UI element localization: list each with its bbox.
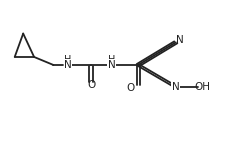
- Text: H: H: [64, 55, 72, 65]
- Text: N: N: [172, 82, 180, 92]
- Text: H: H: [108, 55, 115, 65]
- Text: N: N: [64, 60, 72, 70]
- Text: OH: OH: [195, 82, 210, 92]
- Text: O: O: [87, 80, 95, 90]
- Text: O: O: [127, 83, 135, 93]
- Text: N: N: [108, 60, 115, 70]
- Text: N: N: [176, 35, 183, 45]
